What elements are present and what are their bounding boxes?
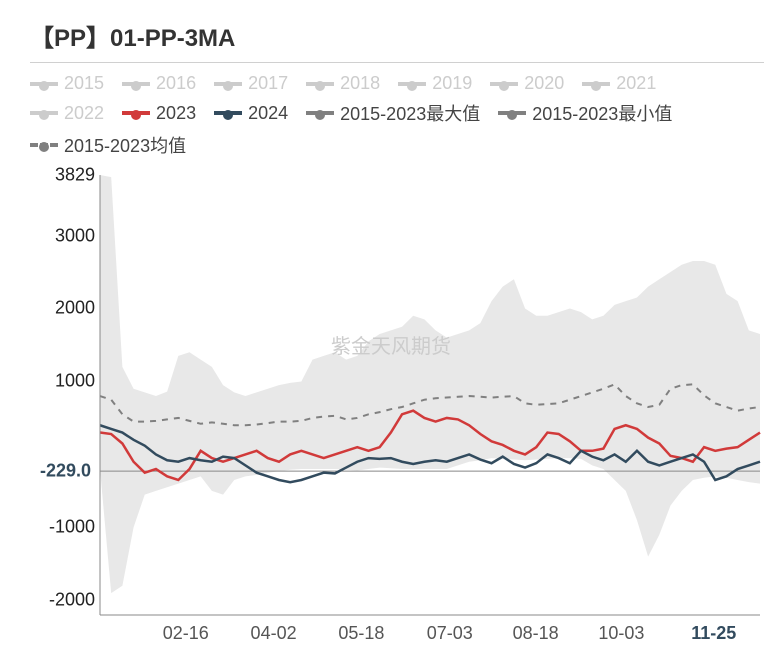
x-tick-label: 10-03: [598, 623, 644, 644]
legend-label: 2015-2023最大值: [340, 100, 480, 126]
legend-item[interactable]: 2020: [490, 73, 564, 94]
legend-label: 2015-2023均值: [64, 132, 186, 158]
x-tick-label: 04-02: [251, 623, 297, 644]
legend-label: 2018: [340, 73, 380, 94]
legend: 2015 2016 2017 2018 2019 2020 2021 2022 2023 2024…: [30, 62, 764, 164]
legend-label: 2015: [64, 73, 104, 94]
legend-item[interactable]: 2018: [306, 73, 380, 94]
x-tick-label: 08-18: [513, 623, 559, 644]
chart-svg: [100, 175, 760, 615]
legend-item[interactable]: 2016: [122, 73, 196, 94]
legend-label: 2019: [432, 73, 472, 94]
legend-label: 2020: [524, 73, 564, 94]
range-band: [100, 175, 760, 593]
legend-item[interactable]: 2021: [582, 73, 656, 94]
legend-item[interactable]: 2015-2023最小值: [498, 100, 672, 126]
legend-label: 2021: [616, 73, 656, 94]
chart-container: 【PP】01-PP-3MA 20152016201720182019202020…: [0, 0, 784, 665]
legend-item[interactable]: 2024: [214, 100, 288, 126]
legend-label: 2016: [156, 73, 196, 94]
y-tick-label: -2000: [40, 590, 95, 611]
x-tick-label: 02-16: [163, 623, 209, 644]
legend-label: 2024: [248, 103, 288, 124]
legend-item[interactable]: 2015: [30, 73, 104, 94]
plot-area: 紫金天风期货: [100, 175, 760, 615]
legend-label: 2017: [248, 73, 288, 94]
x-highlight-label: 11-25: [691, 623, 736, 644]
legend-item[interactable]: 2015-2023均值: [30, 132, 186, 158]
legend-item[interactable]: 2022: [30, 100, 104, 126]
legend-label: 2023: [156, 103, 196, 124]
legend-item[interactable]: 2019: [398, 73, 472, 94]
y-tick-label: 2000: [40, 298, 95, 319]
legend-label: 2015-2023最小值: [532, 100, 672, 126]
legend-item[interactable]: 2015-2023最大值: [306, 100, 480, 126]
y-tick-label: 3000: [40, 225, 95, 246]
x-tick-label: 07-03: [427, 623, 473, 644]
y-highlight-label: -229.0: [20, 461, 95, 482]
legend-item[interactable]: 2017: [214, 73, 288, 94]
y-top-label: 3829: [40, 165, 95, 186]
x-tick-label: 05-18: [338, 623, 384, 644]
y-tick-label: -1000: [40, 517, 95, 538]
legend-label: 2022: [64, 103, 104, 124]
chart-title: 【PP】01-PP-3MA: [30, 18, 235, 53]
legend-item[interactable]: 2023: [122, 100, 196, 126]
y-tick-label: 1000: [40, 371, 95, 392]
